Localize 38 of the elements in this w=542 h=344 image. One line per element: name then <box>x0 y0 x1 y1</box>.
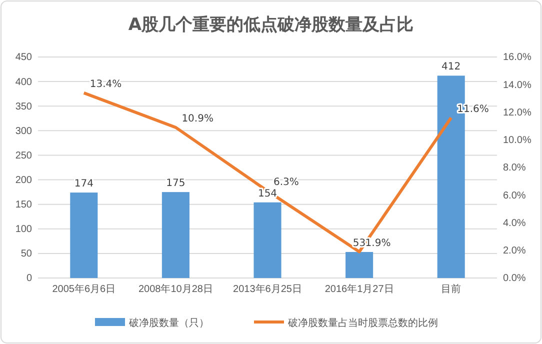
y2-tick-label: 4.0% <box>503 218 526 229</box>
data-label: 10.9% <box>182 113 214 124</box>
y-tick-label: 200 <box>15 174 32 186</box>
y-tick-label: 150 <box>15 200 32 211</box>
y-tick-label: 100 <box>15 224 32 236</box>
y-tick-label: 300 <box>15 126 32 137</box>
y-tick-label: 0 <box>26 273 32 284</box>
bar <box>70 192 98 278</box>
y2-tick-label: 16.0% <box>503 52 532 64</box>
x-tick-label: 2013年6月25日 <box>233 283 302 296</box>
data-label: 174 <box>74 178 94 190</box>
y-tick-label: 400 <box>15 76 32 88</box>
y2-tick-label: 12.0% <box>503 107 532 118</box>
legend-label: 破净股数量占当时股票总数的比例 <box>287 317 438 329</box>
y2-tick-label: 14.0% <box>503 80 532 91</box>
x-tick-label: 目前 <box>441 283 462 296</box>
data-label: 13.4% <box>90 78 122 90</box>
data-label: 1.9% <box>365 238 391 249</box>
y-tick-label: 50 <box>20 248 32 260</box>
y-tick-label: 250 <box>15 150 32 162</box>
bar <box>162 192 190 278</box>
y-tick-label: 450 <box>15 52 32 64</box>
x-tick-label: 2008年10月28日 <box>138 283 213 296</box>
y2-tick-label: 8.0% <box>503 162 526 174</box>
y2-tick-label: 6.0% <box>503 190 526 202</box>
data-label: 412 <box>442 62 461 73</box>
y2-tick-label: 0.0% <box>503 273 526 284</box>
y-tick-label: 350 <box>15 101 32 112</box>
x-tick-label: 2005年6月6日 <box>52 283 116 296</box>
data-label: 175 <box>166 178 186 190</box>
y2-tick-label: 10.0% <box>503 135 532 146</box>
bar <box>254 202 282 278</box>
legend-label: 破净股数量（只） <box>128 317 209 329</box>
x-tick-label: 2016年1月27日 <box>324 283 394 296</box>
y2-tick-label: 2.0% <box>503 246 526 257</box>
data-label: 6.3% <box>274 176 299 188</box>
chart-title: A股几个重要的低点破净股数量及占比 <box>128 15 414 35</box>
bar <box>346 252 374 278</box>
